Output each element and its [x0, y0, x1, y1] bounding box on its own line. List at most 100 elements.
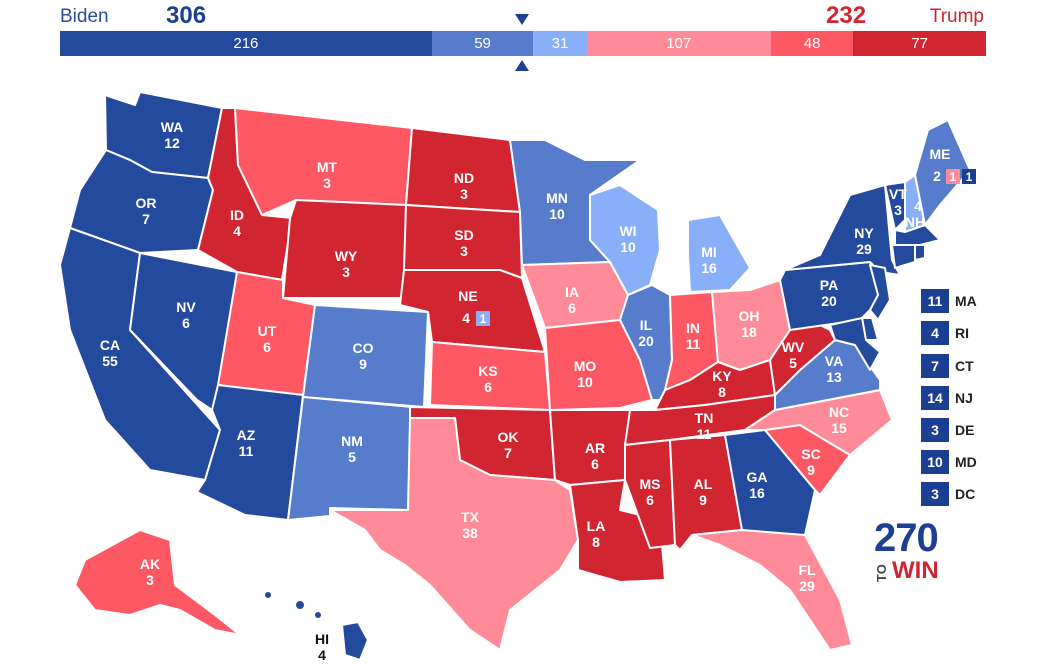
state-ct[interactable]: [891, 244, 916, 269]
label-mi-name: MI: [701, 244, 717, 260]
bar-lean-rep[interactable]: 107: [586, 31, 771, 56]
state-hi-island[interactable]: [294, 599, 306, 611]
label-ks-ev: 6: [484, 379, 492, 395]
label-al-name: AL: [694, 476, 713, 492]
small-state-ct[interactable]: 7 CT: [921, 353, 974, 379]
label-fl-ev: 29: [799, 578, 815, 594]
label-ar-name: AR: [585, 440, 605, 456]
label-sc-name: SC: [801, 446, 820, 462]
me-district1-box[interactable]: [946, 169, 960, 184]
label-vt-ev: 3: [894, 202, 902, 218]
bar-solid-rep[interactable]: 77: [853, 31, 986, 56]
label-or-ev: 7: [142, 211, 150, 227]
state-tx[interactable]: [329, 417, 579, 651]
label-tx-name: TX: [461, 509, 480, 525]
label-az-ev: 11: [239, 443, 254, 459]
label-fl-name: FL: [798, 562, 816, 578]
ne-district-box[interactable]: [476, 311, 490, 326]
state-md[interactable]: [829, 317, 881, 371]
label-nh-ev: 4: [914, 198, 922, 214]
label-pa-name: PA: [820, 277, 838, 293]
label-ak-name: AK: [140, 556, 160, 572]
label-ne-ev: 4: [462, 310, 470, 326]
logo-to: TO: [874, 564, 889, 582]
label-wy-name: WY: [335, 248, 358, 264]
state-me[interactable]: [914, 119, 971, 226]
label-la-name: LA: [587, 518, 606, 534]
label-ny-name: NY: [854, 225, 874, 241]
small-state-abbr: RI: [955, 325, 969, 341]
label-ny-ev: 29: [856, 241, 872, 257]
small-state-md[interactable]: 10 MD: [921, 449, 977, 475]
trump-total: 232: [826, 2, 867, 29]
state-ms[interactable]: [624, 439, 676, 549]
label-va-ev: 13: [826, 369, 842, 385]
state-ny[interactable]: [784, 184, 901, 276]
state-ak[interactable]: [74, 529, 241, 636]
logo-win: WIN: [892, 557, 939, 584]
state-wy[interactable]: [282, 199, 407, 299]
small-state-ma[interactable]: 11 MA: [921, 288, 977, 314]
label-ms-name: MS: [640, 476, 661, 492]
small-state-abbr: DC: [955, 486, 976, 502]
small-state-ev: 11: [921, 289, 949, 313]
label-oh-ev: 18: [741, 324, 757, 340]
label-nm-ev: 5: [348, 449, 356, 465]
logo-number: 270: [874, 516, 939, 560]
bar-lean-dem[interactable]: 31: [533, 31, 587, 56]
electoral-vote-bar: 216 59 31 107 48 77: [60, 31, 986, 56]
state-hi[interactable]: [341, 621, 369, 661]
label-ks-name: KS: [478, 363, 497, 379]
small-state-ev: 7: [921, 354, 949, 378]
state-hi-island[interactable]: [313, 610, 323, 620]
label-in-name: IN: [686, 320, 700, 336]
bar-likely-rep[interactable]: 48: [770, 31, 854, 56]
label-la-ev: 8: [592, 534, 600, 550]
label-ca-name: CA: [100, 337, 120, 353]
label-vt-name: VT: [889, 186, 907, 202]
state-fl[interactable]: [691, 529, 853, 651]
label-mo-name: MO: [574, 358, 597, 374]
state-ri[interactable]: [914, 244, 926, 261]
label-il-name: IL: [640, 317, 653, 333]
small-state-nj[interactable]: 14 NJ: [921, 385, 973, 411]
label-wi-name: WI: [619, 223, 636, 239]
label-az-name: AZ: [237, 427, 256, 443]
small-state-abbr: MD: [955, 454, 977, 470]
label-mo-ev: 10: [577, 374, 593, 390]
270towin-logo[interactable]: 270 TO WIN: [874, 518, 954, 586]
label-sd-ev: 3: [460, 243, 468, 259]
trump-name: Trump: [929, 6, 984, 27]
label-id-ev: 4: [233, 223, 241, 239]
label-sc-ev: 9: [807, 462, 815, 478]
label-tn-name: TN: [695, 410, 714, 426]
small-state-abbr: MA: [955, 293, 977, 309]
label-nv-name: NV: [176, 299, 196, 315]
small-state-abbr: CT: [955, 358, 974, 374]
label-ky-name: KY: [712, 368, 732, 384]
label-nc-name: NC: [829, 404, 849, 420]
label-pa-ev: 20: [821, 293, 837, 309]
label-me-name: ME: [930, 146, 951, 162]
bar-likely-dem[interactable]: 59: [431, 31, 534, 56]
label-nv-ev: 6: [182, 315, 190, 331]
label-ms-ev: 6: [646, 492, 654, 508]
label-ia-name: IA: [565, 284, 579, 300]
label-id-name: ID: [230, 207, 244, 223]
state-mi[interactable]: [687, 214, 751, 293]
label-wy-ev: 3: [342, 264, 350, 280]
me-district2-box[interactable]: [962, 169, 976, 184]
small-state-de[interactable]: 3 DE: [921, 417, 974, 443]
state-la[interactable]: [569, 479, 666, 583]
bar-solid-dem[interactable]: 216: [60, 31, 432, 56]
label-ga-ev: 16: [749, 485, 765, 501]
small-state-ri[interactable]: 4 RI: [921, 320, 969, 346]
state-nj[interactable]: [869, 264, 891, 321]
small-state-dc[interactable]: 3 DC: [921, 481, 975, 507]
small-state-abbr: NJ: [955, 390, 973, 406]
270-marker-bottom-icon: [515, 60, 529, 71]
label-me-district2: 1: [966, 170, 973, 184]
state-hi-island[interactable]: [263, 590, 273, 600]
label-nm-name: NM: [341, 433, 363, 449]
